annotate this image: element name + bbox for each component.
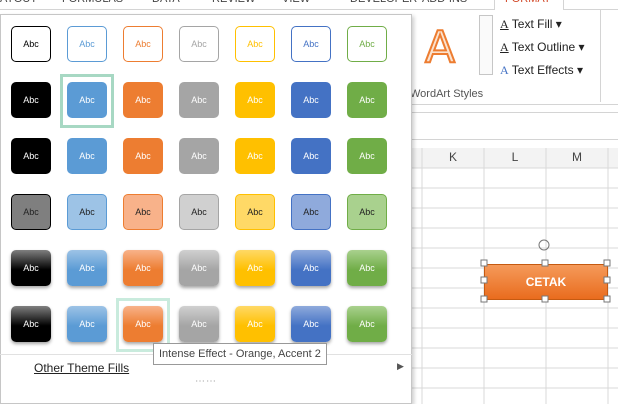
label: Other Theme Fills: [34, 361, 130, 375]
column-header: L: [511, 150, 519, 164]
style-swatch[interactable]: Abc: [11, 306, 51, 342]
cetak-shape[interactable]: CETAK: [484, 264, 608, 300]
style-swatch[interactable]: Abc: [11, 250, 51, 286]
label: Text Fill: [511, 17, 553, 31]
gridlines: [410, 148, 618, 404]
ribbon-tab[interactable]: FORMAT: [505, 0, 551, 5]
selected-frame: [60, 74, 114, 128]
style-swatch[interactable]: Abc: [179, 306, 219, 342]
style-swatch[interactable]: Abc: [67, 194, 107, 230]
style-swatch[interactable]: Abc: [291, 250, 331, 286]
style-swatch[interactable]: Abc: [291, 194, 331, 230]
style-swatch[interactable]: Abc: [67, 138, 107, 174]
style-swatch[interactable]: Abc: [123, 138, 163, 174]
divider: [492, 15, 493, 75]
wordart-icon[interactable]: A: [424, 21, 456, 74]
tab-strip: [0, 0, 618, 10]
style-swatch[interactable]: Abc: [11, 26, 51, 62]
rotate-handle[interactable]: [538, 239, 550, 251]
style-swatch[interactable]: Abc: [291, 26, 331, 62]
style-swatch[interactable]: Abc: [235, 82, 275, 118]
style-swatch[interactable]: Abc: [235, 194, 275, 230]
style-swatch[interactable]: Abc: [123, 250, 163, 286]
style-swatch[interactable]: Abc: [235, 26, 275, 62]
text-outline[interactable]: A Text Outline ▾: [500, 40, 585, 54]
style-swatch[interactable]: Abc: [235, 250, 275, 286]
style-swatch[interactable]: Abc: [347, 26, 387, 62]
style-swatch[interactable]: Abc: [291, 306, 331, 342]
style-swatch[interactable]: Abc: [235, 138, 275, 174]
submenu-arrow: ▶: [397, 361, 404, 371]
text-fill[interactable]: A Text Fill ▾: [500, 17, 562, 31]
ribbon-tab[interactable]: DEVELOPER: [350, 0, 417, 5]
style-swatch[interactable]: Abc: [179, 82, 219, 118]
style-swatch[interactable]: Abc: [235, 306, 275, 342]
column-header-bar: [410, 148, 618, 168]
style-swatch[interactable]: Abc: [67, 82, 107, 118]
text-effects[interactable]: A Text Effects ▾: [500, 63, 583, 77]
divider: [600, 10, 601, 102]
hover-frame: [116, 298, 170, 352]
resize-grip[interactable]: ⋯⋯: [195, 376, 217, 387]
style-swatch[interactable]: Abc: [123, 306, 163, 342]
label: Text Effects: [511, 63, 574, 77]
style-swatch[interactable]: Abc: [67, 250, 107, 286]
ribbon-tab[interactable]: FORMULAS: [62, 0, 123, 5]
ribbon-tab[interactable]: AYOUT: [0, 0, 37, 5]
style-swatch[interactable]: Abc: [179, 26, 219, 62]
style-swatch[interactable]: Abc: [67, 26, 107, 62]
ribbon-tab[interactable]: VIEW: [282, 0, 310, 5]
ribbon-tab[interactable]: REVIEW: [212, 0, 255, 5]
style-swatch[interactable]: Abc: [347, 306, 387, 342]
group-label: WordArt Styles: [410, 88, 484, 100]
style-swatch[interactable]: Abc: [11, 82, 51, 118]
column-header: M: [572, 150, 582, 164]
style-swatch[interactable]: Abc: [123, 194, 163, 230]
style-swatch[interactable]: Abc: [347, 82, 387, 118]
other-theme-fills[interactable]: Other Theme Fills: [34, 361, 129, 375]
formula-bar: [410, 112, 618, 140]
style-swatch[interactable]: Abc: [11, 194, 51, 230]
selection-handles: [480, 239, 611, 303]
style-swatch[interactable]: Abc: [123, 26, 163, 62]
style-swatch[interactable]: Abc: [291, 138, 331, 174]
ribbon-tab[interactable]: DATA: [152, 0, 180, 5]
style-swatch[interactable]: Abc: [291, 82, 331, 118]
style-swatch[interactable]: Abc: [11, 138, 51, 174]
tooltip: Intense Effect - Orange, Accent 2: [153, 343, 327, 365]
style-swatch[interactable]: Abc: [179, 138, 219, 174]
active-tab: [494, 0, 564, 10]
style-swatch[interactable]: Abc: [347, 138, 387, 174]
style-swatch[interactable]: Abc: [179, 194, 219, 230]
column-header: K: [448, 150, 457, 164]
ribbon-tab[interactable]: ADD-INS: [422, 0, 467, 5]
style-swatch[interactable]: Abc: [67, 306, 107, 342]
label: Text Outline: [511, 40, 576, 54]
style-swatch[interactable]: Abc: [347, 194, 387, 230]
style-swatch[interactable]: Abc: [347, 250, 387, 286]
style-swatch[interactable]: Abc: [123, 82, 163, 118]
style-swatch[interactable]: Abc: [179, 250, 219, 286]
